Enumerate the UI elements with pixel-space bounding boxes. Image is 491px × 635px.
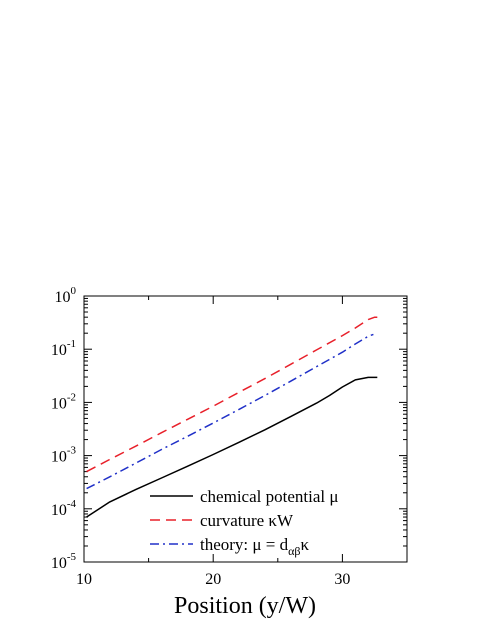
series-line-1 <box>86 376 378 518</box>
series-line-2 <box>86 316 378 473</box>
series-group <box>86 316 378 518</box>
legend-label-1: chemical potential μ <box>200 487 338 506</box>
x-tick-label: 10 <box>76 571 92 588</box>
y-tick-label: 10-1 <box>51 338 76 359</box>
y-tick-label: 10-3 <box>51 445 77 466</box>
axis-ticks: 10 20 30 10-5 10-4 10-3 10-2 10-1 100 <box>51 285 407 588</box>
y-tick-label: 10-2 <box>51 391 76 412</box>
x-tick-label: 30 <box>334 571 350 588</box>
x-axis-title: Position (y/W) <box>174 593 316 619</box>
legend-label-2: curvature κW <box>200 511 294 530</box>
x-tick-label: 20 <box>205 571 221 588</box>
plot-frame <box>83 295 408 563</box>
series-line-3 <box>86 333 374 490</box>
legend: chemical potential μ curvature κW theory: … <box>150 487 338 558</box>
legend-label-3: theory: μ = dαβκ <box>200 535 310 558</box>
y-tick-label: 10-5 <box>51 551 77 572</box>
y-tick-label: 10-4 <box>51 498 77 519</box>
y-tick-label: 100 <box>55 285 77 306</box>
